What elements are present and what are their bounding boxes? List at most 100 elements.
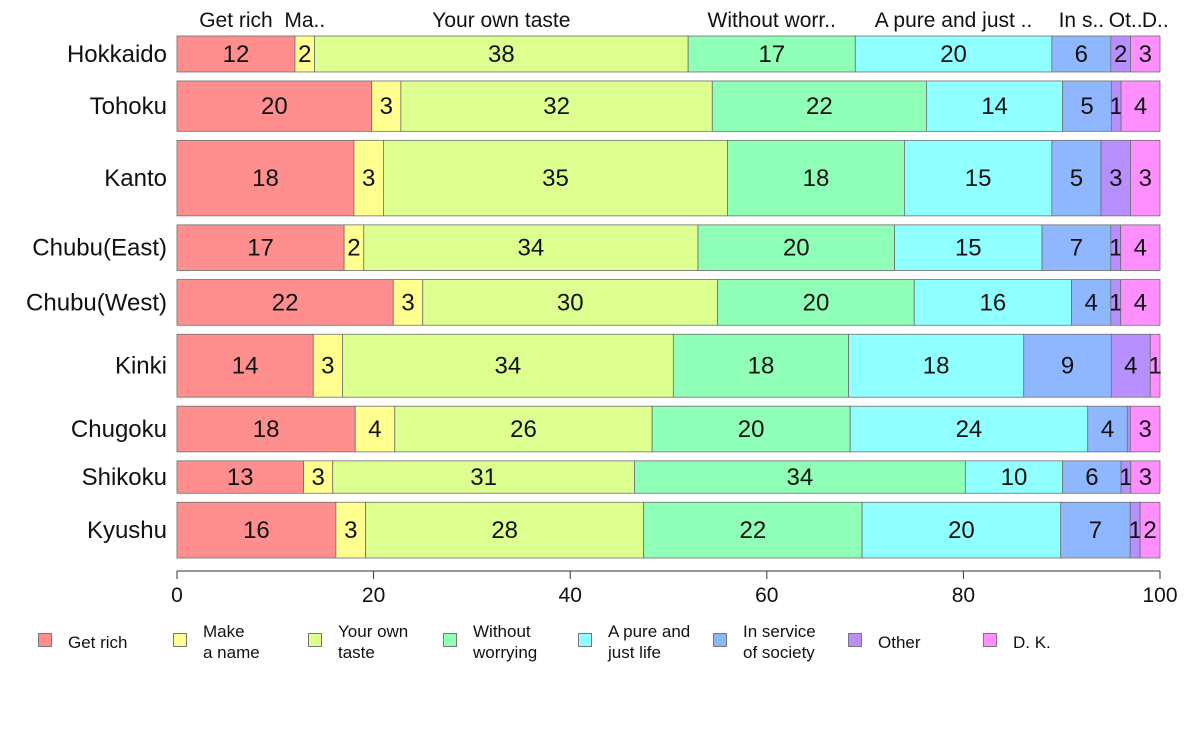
legend-swatch	[578, 633, 592, 647]
bar-segment	[1120, 279, 1161, 326]
data-label: 3	[311, 464, 324, 491]
data-label: 5	[1080, 93, 1093, 120]
data-label: 1	[1128, 517, 1141, 544]
data-label: 15	[955, 235, 982, 262]
data-label: 20	[783, 235, 810, 262]
data-label: 3	[344, 517, 357, 544]
x-tick-label: 40	[559, 584, 582, 607]
data-label: 14	[981, 93, 1008, 120]
bar-segment	[1129, 405, 1161, 453]
x-tick-label: 80	[952, 584, 975, 607]
data-label: 2	[347, 235, 360, 262]
data-label: 10	[1001, 464, 1028, 491]
bar-segment	[1062, 80, 1112, 132]
legend-swatch	[308, 633, 322, 647]
category-label: Hokkaido	[67, 41, 167, 68]
data-label: 20	[948, 517, 975, 544]
x-tick-label: 60	[755, 584, 778, 607]
bar-segment	[1041, 224, 1112, 271]
bar-segment	[1023, 333, 1112, 398]
data-label: 5	[1070, 165, 1083, 192]
bar-segment	[651, 405, 851, 453]
data-label: 4	[1085, 289, 1098, 316]
bar-segment	[964, 460, 1064, 494]
bar-segment	[1120, 80, 1161, 132]
data-label: 4	[1124, 353, 1137, 380]
legend-swatch	[443, 633, 457, 647]
legend-label: Get rich	[68, 632, 128, 652]
bar-segment	[1060, 501, 1131, 559]
bar-segment	[848, 333, 1025, 398]
data-label: 4	[1134, 93, 1147, 120]
data-label: 22	[272, 289, 299, 316]
bar-segment	[913, 279, 1072, 326]
bar-segment	[176, 333, 314, 398]
bar-segment	[400, 80, 713, 132]
data-label: 35	[542, 165, 569, 192]
bar-segment	[1130, 35, 1161, 73]
series-top-label: Without worr..	[708, 9, 836, 32]
bar-segment	[176, 35, 296, 73]
x-tick-label: 20	[362, 584, 385, 607]
bar-segment	[1051, 35, 1112, 73]
category-label: Kinki	[115, 353, 167, 380]
bar-segment	[894, 224, 1043, 271]
bar-segment	[1149, 333, 1161, 398]
data-label: 3	[1138, 416, 1151, 443]
series-top-label: Ot..	[1109, 9, 1143, 32]
legend-swatch	[983, 633, 997, 647]
data-label: 4	[1134, 235, 1147, 262]
category-label: Chubu(West)	[26, 289, 167, 316]
data-label: 14	[232, 353, 259, 380]
bar-segment	[353, 139, 384, 217]
data-label: 18	[923, 353, 950, 380]
bar-segment	[1120, 224, 1161, 271]
bar-segment	[176, 80, 373, 132]
bar-segment	[1126, 405, 1131, 453]
data-label: 4	[368, 416, 381, 443]
bar-segment	[672, 333, 849, 398]
bar-segment	[1100, 139, 1131, 217]
legend: Get rich Make a name Your own taste Without…	[38, 620, 1178, 668]
bar-segment	[1110, 333, 1151, 398]
category-label: Chubu(East)	[32, 235, 167, 262]
data-label: 3	[1139, 41, 1152, 68]
data-label: 24	[956, 416, 983, 443]
data-label: 20	[738, 416, 765, 443]
bar-segment	[711, 80, 927, 132]
category-label: Kanto	[104, 165, 167, 192]
bar-segment	[176, 405, 356, 453]
bar-segment	[1087, 405, 1128, 453]
bar-segment	[634, 460, 966, 494]
data-label: 22	[806, 93, 833, 120]
data-label: 20	[940, 41, 967, 68]
data-label: 12	[223, 41, 250, 68]
bar-segment	[1139, 501, 1161, 559]
legend-swatch	[848, 633, 862, 647]
data-label: 31	[470, 464, 497, 491]
bar-segment	[422, 279, 719, 326]
data-label: 7	[1089, 517, 1102, 544]
data-label: 38	[488, 41, 515, 68]
data-label: 16	[980, 289, 1007, 316]
bar-segment	[303, 460, 334, 494]
legend-swatch	[38, 633, 52, 647]
bar-segment	[342, 333, 674, 398]
bar-segment	[1130, 139, 1161, 217]
bar-segment	[335, 501, 367, 559]
category-label: Chugoku	[71, 416, 167, 443]
data-label: 7	[1070, 235, 1083, 262]
series-top-label: Get rich	[199, 9, 273, 32]
legend-label: D. K.	[1013, 632, 1051, 652]
x-tick-label: 0	[171, 584, 183, 607]
data-label: 20	[261, 93, 288, 120]
legend-label: In service of society	[743, 622, 816, 662]
legend-label: Your own taste	[338, 622, 409, 662]
bar-segment	[176, 460, 304, 494]
data-label: 18	[252, 165, 279, 192]
data-label: 4	[1134, 289, 1147, 316]
bar-segment	[176, 279, 394, 326]
data-label: 3	[1139, 464, 1152, 491]
bar-segment	[854, 35, 1053, 73]
data-label: 17	[758, 41, 785, 68]
